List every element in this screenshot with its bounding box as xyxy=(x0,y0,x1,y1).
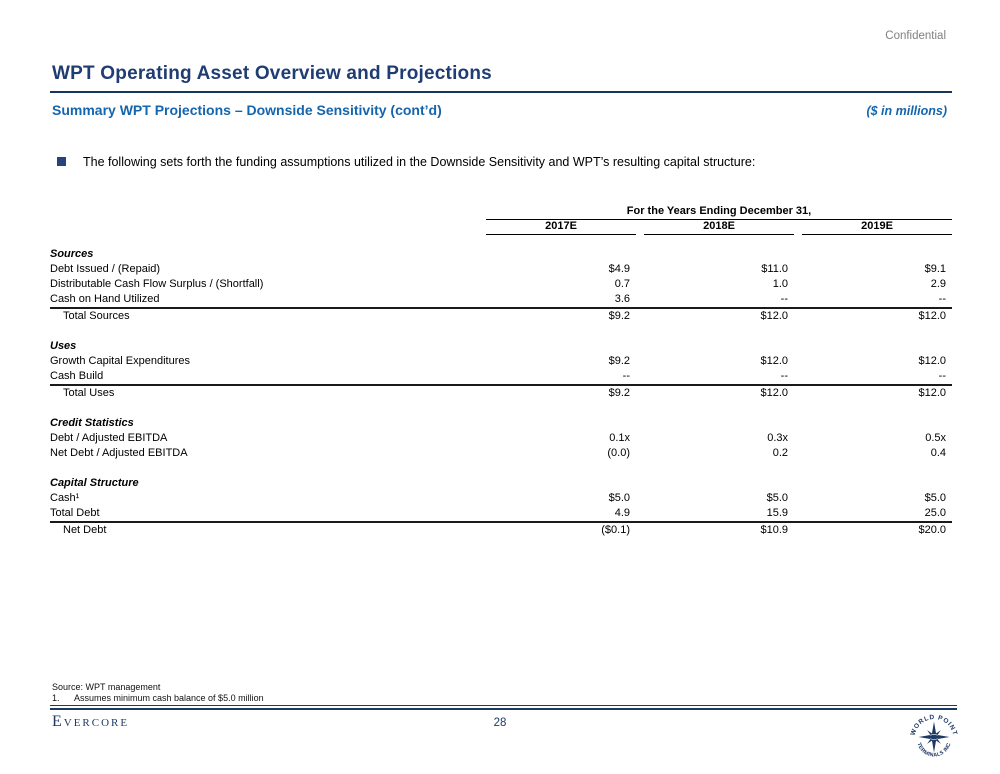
row-value: 0.2 xyxy=(772,447,788,459)
row-value: $9.2 xyxy=(608,355,630,367)
row-value: $12.0 xyxy=(918,387,946,399)
row-value: ($0.1) xyxy=(601,524,630,536)
subtitle-row: Summary WPT Projections – Downside Sensi… xyxy=(52,102,947,118)
column-header: 2019E xyxy=(802,219,952,235)
row-label: Total Uses xyxy=(63,387,115,399)
table-spanner-header: For the Years Ending December 31, xyxy=(486,204,952,220)
table-row: Net Debt ($0.1) $10.9 $20.0 xyxy=(50,523,952,538)
row-value: $12.0 xyxy=(918,355,946,367)
page-title: WPT Operating Asset Overview and Project… xyxy=(52,63,492,84)
row-value: $9.2 xyxy=(608,310,630,322)
projections-table: For the Years Ending December 31, 2017E 20… xyxy=(50,205,952,538)
row-value: $5.0 xyxy=(924,492,946,504)
table-row: Debt / Adjusted EBITDA 0.1x 0.3x 0.5x xyxy=(50,431,952,446)
footnote-source: Source: WPT management xyxy=(52,682,161,692)
footer-divider xyxy=(50,705,957,710)
footnote-text: Assumes minimum cash balance of $5.0 mil… xyxy=(74,693,264,703)
footnote-item: 1. Assumes minimum cash balance of $5.0 … xyxy=(52,693,264,704)
table-row: Debt Issued / (Repaid) $4.9 $11.0 $9.1 xyxy=(50,262,952,277)
row-value: $12.0 xyxy=(918,310,946,322)
row-value: -- xyxy=(622,370,630,382)
row-label: Cash¹ xyxy=(50,492,80,504)
table-row: Cash¹ $5.0 $5.0 $5.0 xyxy=(50,491,952,506)
section-heading-row: Capital Structure xyxy=(50,476,952,491)
row-label: Debt Issued / (Repaid) xyxy=(50,263,161,275)
row-label: Total Debt xyxy=(50,507,100,519)
row-value: $20.0 xyxy=(918,524,946,536)
footnotes: Source: WPT management 1. Assumes minimu… xyxy=(52,682,264,704)
confidential-label: Confidential xyxy=(885,30,946,42)
table-year-header-row: 2017E 2018E 2019E xyxy=(50,220,952,235)
globe-icon xyxy=(929,732,939,742)
section-heading: Credit Statistics xyxy=(50,417,134,429)
row-value: $5.0 xyxy=(766,492,788,504)
table-row: Total Sources $9.2 $12.0 $12.0 xyxy=(50,309,952,324)
world-point-terminals-seal: WORLD POINT TERMINALS INC xyxy=(910,714,958,759)
table-row: Net Debt / Adjusted EBITDA (0.0) 0.2 0.4 xyxy=(50,446,952,461)
row-label: Cash on Hand Utilized xyxy=(50,293,160,305)
row-value: 0.1x xyxy=(609,432,630,444)
row-value: 15.9 xyxy=(766,507,788,519)
row-value: (0.0) xyxy=(607,447,630,459)
row-label: Cash Build xyxy=(50,370,104,382)
column-header: 2018E xyxy=(644,219,794,235)
row-value: 0.7 xyxy=(614,278,630,290)
row-value: $12.0 xyxy=(760,387,788,399)
row-label: Net Debt / Adjusted EBITDA xyxy=(50,447,188,459)
row-value: 4.9 xyxy=(614,507,630,519)
table-row: Cash on Hand Utilized 3.6 -- -- xyxy=(50,292,952,309)
title-divider xyxy=(50,91,952,93)
row-value: $5.0 xyxy=(608,492,630,504)
row-value: 3.6 xyxy=(614,293,630,305)
row-value: $12.0 xyxy=(760,310,788,322)
row-value: 0.5x xyxy=(925,432,946,444)
section-heading: Capital Structure xyxy=(50,477,139,489)
section-heading-row: Uses xyxy=(50,339,952,354)
table-spanner-row: For the Years Ending December 31, xyxy=(50,205,952,220)
row-label: Distributable Cash Flow Surplus / (Short… xyxy=(50,278,264,290)
evercore-logo: Evercore xyxy=(52,713,130,730)
row-value: -- xyxy=(780,370,788,382)
units-note: ($ in millions) xyxy=(866,104,947,118)
table-row: Total Debt 4.9 15.9 25.0 xyxy=(50,506,952,523)
row-value: 0.3x xyxy=(767,432,788,444)
table-row: Cash Build -- -- -- xyxy=(50,369,952,386)
row-value: 0.4 xyxy=(930,447,946,459)
section-heading: Uses xyxy=(50,340,77,352)
column-header: 2017E xyxy=(486,219,636,235)
table-row: Growth Capital Expenditures $9.2 $12.0 $12.… xyxy=(50,354,952,369)
section-heading: Sources xyxy=(50,248,94,260)
row-value: 1.0 xyxy=(772,278,788,290)
row-value: $9.1 xyxy=(924,263,946,275)
row-label: Total Sources xyxy=(63,310,130,322)
row-value: $4.9 xyxy=(608,263,630,275)
row-label: Net Debt xyxy=(63,524,107,536)
row-value: $9.2 xyxy=(608,387,630,399)
row-label: Debt / Adjusted EBITDA xyxy=(50,432,168,444)
row-value: $12.0 xyxy=(760,355,788,367)
row-value: -- xyxy=(780,293,788,305)
bullet-row: The following sets forth the funding ass… xyxy=(57,154,945,170)
row-value: 25.0 xyxy=(924,507,946,519)
page-number: 28 xyxy=(493,717,507,729)
row-value: -- xyxy=(938,370,946,382)
row-label: Growth Capital Expenditures xyxy=(50,355,191,367)
row-value: 2.9 xyxy=(930,278,946,290)
section-heading-row: Sources xyxy=(50,247,952,262)
bullet-text: The following sets forth the funding ass… xyxy=(83,155,756,169)
page-subtitle: Summary WPT Projections – Downside Sensi… xyxy=(52,102,442,118)
row-value: $10.9 xyxy=(760,524,788,536)
table-row: Distributable Cash Flow Surplus / (Short… xyxy=(50,277,952,292)
footnote-marker: 1. xyxy=(52,693,60,703)
square-bullet-icon xyxy=(57,157,66,166)
table-row: Total Uses $9.2 $12.0 $12.0 xyxy=(50,386,952,401)
section-heading-row: Credit Statistics xyxy=(50,416,952,431)
row-value: -- xyxy=(938,293,946,305)
row-value: $11.0 xyxy=(761,263,788,275)
